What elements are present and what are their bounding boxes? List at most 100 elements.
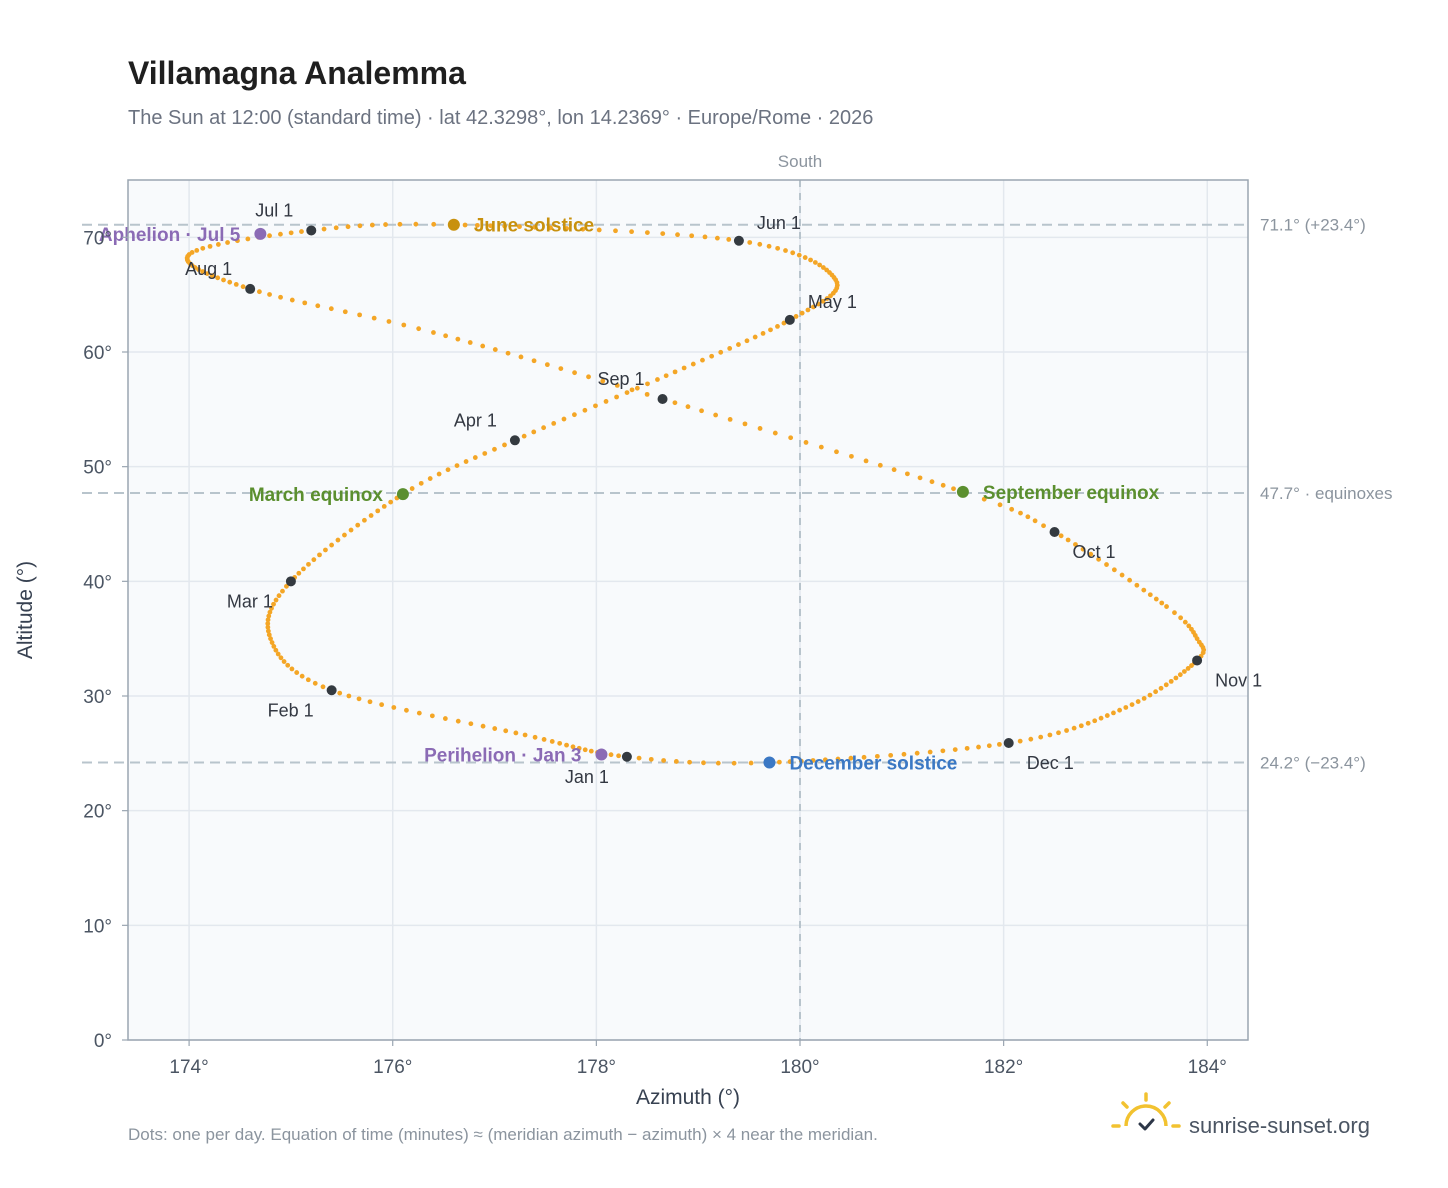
daily-sun-position-dot xyxy=(1172,610,1177,616)
daily-sun-position-dot xyxy=(681,365,687,371)
y-tick-label: 60° xyxy=(83,343,112,364)
daily-sun-position-dot xyxy=(275,651,281,657)
daily-sun-position-dot xyxy=(301,566,306,572)
daily-sun-position-dot xyxy=(675,232,680,238)
daily-sun-position-dot xyxy=(863,458,869,464)
daily-sun-position-dot xyxy=(531,429,537,435)
daily-sun-position-dot xyxy=(1025,514,1031,520)
daily-sun-position-dot xyxy=(289,666,295,672)
daily-sun-position-dot xyxy=(204,271,210,276)
daily-sun-position-dot xyxy=(548,225,553,231)
daily-sun-position-dot xyxy=(321,226,327,232)
daily-sun-position-dot xyxy=(271,644,277,649)
daily-sun-position-dot xyxy=(775,324,780,329)
daily-sun-position-dot xyxy=(391,705,397,710)
daily-sun-position-dot xyxy=(673,759,679,764)
daily-sun-position-dot xyxy=(834,449,839,455)
daily-sun-position-dot xyxy=(342,532,347,538)
daily-sun-position-dot xyxy=(634,385,640,391)
daily-sun-position-dot xyxy=(383,222,388,227)
daily-sun-position-dot xyxy=(747,240,753,245)
daily-sun-position-dot xyxy=(760,331,766,336)
daily-sun-position-dot xyxy=(427,476,433,481)
daily-sun-position-dot xyxy=(588,748,594,754)
daily-sun-position-dot xyxy=(267,292,272,297)
daily-sun-position-dot xyxy=(311,557,317,563)
daily-sun-position-dot xyxy=(265,628,271,634)
month-marker-dot xyxy=(326,685,337,696)
daily-sun-position-dot xyxy=(381,504,387,509)
footnote: Dots: one per day. Equation of time (min… xyxy=(128,1125,878,1144)
daily-sun-position-dot xyxy=(306,561,311,567)
daily-sun-position-dot xyxy=(280,588,285,594)
daily-sun-position-dot xyxy=(1178,615,1184,621)
daily-sun-position-dot xyxy=(455,718,461,724)
daily-sun-position-dot xyxy=(269,605,274,611)
daily-sun-position-dot xyxy=(200,245,206,251)
daily-sun-position-dot xyxy=(257,289,262,295)
month-markers: Jan 1 Feb 1 Mar 1 Apr 1 May 1 Jun 1 Jul 1 Aug 1… xyxy=(185,200,1262,786)
daily-sun-position-dot xyxy=(986,743,992,749)
daily-sun-position-dot xyxy=(1147,592,1153,598)
daily-sun-position-dot xyxy=(266,632,272,638)
daily-sun-position-dot xyxy=(200,269,206,274)
daily-sun-position-dot xyxy=(375,508,381,514)
daily-sun-position-dot xyxy=(278,655,284,661)
daily-sun-position-dot xyxy=(413,221,419,227)
daily-sun-position-dot xyxy=(557,740,563,746)
daily-sun-position-dot xyxy=(1123,705,1129,710)
daily-sun-position-dot xyxy=(1104,562,1109,567)
daily-sun-position-dot xyxy=(951,486,956,492)
daily-sun-position-dot xyxy=(802,255,808,260)
daily-sun-position-dot xyxy=(803,440,809,445)
month-marker-label: Feb 1 xyxy=(268,700,314,720)
daily-sun-position-dot xyxy=(1092,718,1098,724)
event-marker-label: March equinox xyxy=(249,485,384,506)
daily-sun-position-dot xyxy=(768,327,773,333)
daily-sun-position-dot xyxy=(904,471,910,477)
daily-sun-position-dot xyxy=(603,399,609,404)
daily-sun-position-dot xyxy=(757,426,763,431)
daily-sun-position-dot xyxy=(265,624,271,630)
daily-sun-position-dot xyxy=(335,537,341,543)
daily-sun-position-dot xyxy=(416,710,422,716)
daily-sun-position-dot xyxy=(1017,738,1023,744)
daily-sun-position-dot xyxy=(702,234,708,240)
daily-sun-position-dot xyxy=(727,416,733,422)
daily-sun-position-dot xyxy=(467,340,473,345)
daily-sun-position-dot xyxy=(700,357,705,363)
daily-sun-position-dot xyxy=(690,361,696,367)
daily-sun-position-dot xyxy=(580,226,586,232)
daily-sun-position-dot xyxy=(227,279,233,285)
daily-sun-position-dot xyxy=(265,617,271,623)
daily-sun-position-dot xyxy=(940,482,946,488)
month-marker-dot xyxy=(285,576,296,587)
daily-sun-position-dot xyxy=(781,320,787,326)
month-marker-label: Oct 1 xyxy=(1073,542,1116,562)
daily-sun-position-dot xyxy=(276,593,282,599)
daily-sun-position-dot xyxy=(488,223,494,229)
daily-sun-position-dot xyxy=(570,744,576,750)
daily-sun-position-dot xyxy=(502,223,508,229)
daily-sun-position-dot xyxy=(221,277,226,283)
daily-sun-position-dot xyxy=(891,467,897,473)
daily-sun-position-dot xyxy=(663,373,669,379)
daily-sun-position-dot xyxy=(1018,510,1023,516)
daily-sun-position-dot xyxy=(513,730,519,736)
daily-sun-position-dot xyxy=(265,621,271,626)
daily-sun-position-dot xyxy=(443,333,449,339)
daily-sun-position-dot xyxy=(284,583,289,589)
event-marker-dot xyxy=(254,227,267,240)
daily-sun-position-dot xyxy=(772,430,778,436)
daily-sun-position-dot xyxy=(1141,695,1147,701)
daily-sun-position-dot xyxy=(323,547,328,553)
daily-sun-position-dot xyxy=(215,242,221,247)
x-axis-label: Azimuth (°) xyxy=(636,1086,740,1109)
event-marker-label: September equinox xyxy=(983,483,1160,504)
daily-sun-position-dot xyxy=(1056,730,1061,736)
event-marker-dot xyxy=(763,756,776,769)
daily-sun-position-dot xyxy=(1080,546,1086,552)
daily-sun-position-dot xyxy=(267,233,272,239)
daily-sun-position-dot xyxy=(357,223,363,229)
